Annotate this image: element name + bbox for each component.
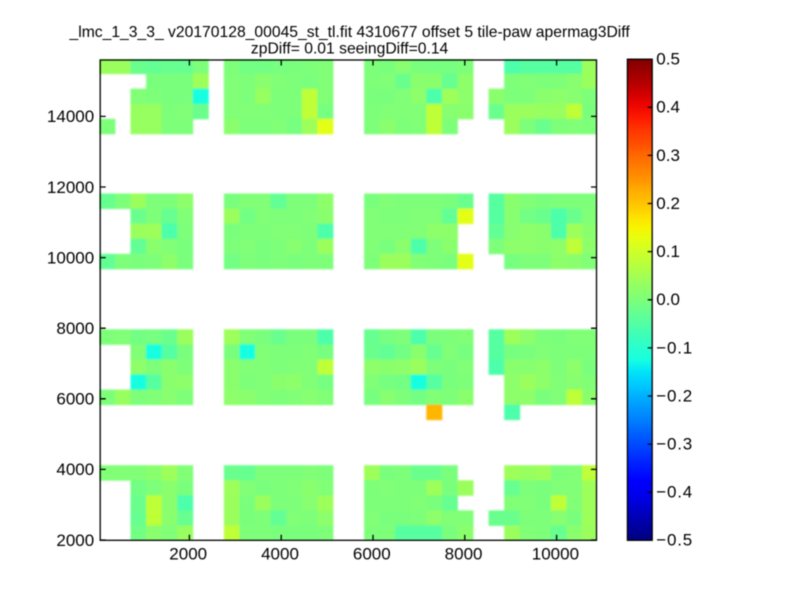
svg-text:0.2: 0.2 [656,194,680,213]
svg-text:−0.2: −0.2 [656,386,693,405]
svg-text:zpDiff= 0.01 seeingDiff=0.14: zpDiff= 0.01 seeingDiff=0.14 [251,41,449,58]
svg-text:0.5: 0.5 [656,50,680,69]
svg-text:4000: 4000 [56,460,94,479]
svg-text:0.1: 0.1 [656,242,680,261]
svg-text:2000: 2000 [56,531,94,550]
svg-text:−0.1: −0.1 [656,338,693,357]
svg-text:6000: 6000 [56,390,94,409]
svg-text:−0.4: −0.4 [656,483,693,502]
svg-text:8000: 8000 [445,545,483,564]
svg-text:0.4: 0.4 [656,98,680,117]
svg-text:8000: 8000 [56,319,94,338]
svg-text:−0.5: −0.5 [656,531,693,550]
svg-text:10000: 10000 [532,545,579,564]
svg-text:0.0: 0.0 [656,290,680,309]
svg-text:6000: 6000 [353,545,391,564]
svg-text:_lmc_1_3_3_ v20170128_00045_st: _lmc_1_3_3_ v20170128_00045_st_tl.fit 43… [68,24,630,41]
svg-text:10000: 10000 [47,248,94,267]
svg-text:14000: 14000 [47,107,94,126]
svg-text:−0.3: −0.3 [656,435,693,454]
svg-text:4000: 4000 [261,545,299,564]
svg-text:0.3: 0.3 [656,146,680,165]
svg-text:12000: 12000 [47,178,94,197]
svg-text:2000: 2000 [169,545,207,564]
